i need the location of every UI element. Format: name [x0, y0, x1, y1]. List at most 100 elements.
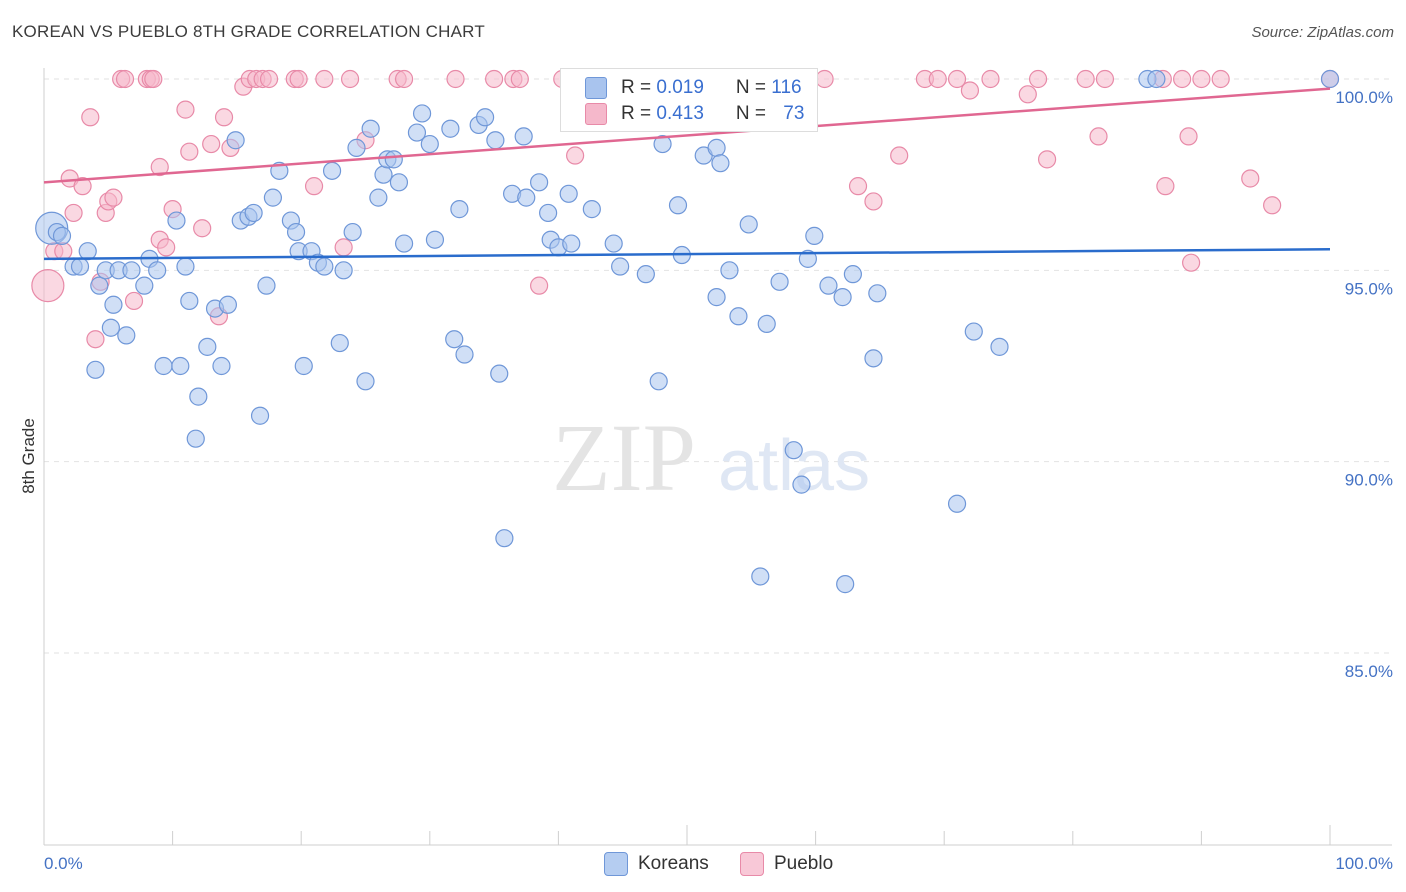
data-point [1037, 150, 1057, 169]
data-point [486, 131, 505, 150]
x-tick-label: 0.0% [44, 854, 83, 873]
data-point [757, 314, 776, 334]
data-point [668, 196, 688, 215]
data-point [792, 475, 811, 494]
data-point [180, 291, 199, 311]
koreans-r-value: 0.019 [656, 77, 704, 98]
watermark-atlas: atlas [718, 426, 870, 506]
data-point [611, 257, 630, 276]
data-point [928, 69, 947, 89]
data-point [510, 69, 529, 89]
data-point [729, 307, 748, 326]
chart-title: KOREAN VS PUEBLO 8TH GRADE CORRELATION C… [12, 22, 485, 41]
data-point [604, 234, 623, 253]
data-point [485, 69, 504, 89]
x-tick-labels: 0.0% 100.0% [44, 854, 1393, 873]
data-point [369, 188, 388, 207]
koreans-swatch [585, 77, 607, 99]
data-point [257, 276, 276, 295]
data-point [78, 242, 97, 261]
data-point [455, 345, 474, 364]
data-point [340, 69, 360, 89]
pueblo-r-value: 0.413 [656, 103, 704, 124]
data-point [1095, 69, 1115, 89]
data-point [1076, 69, 1095, 89]
data-point [653, 134, 672, 154]
data-point [1179, 127, 1198, 146]
data-point [739, 215, 758, 234]
data-point [990, 337, 1009, 356]
y-tick-labels: 85.0% 90.0% 95.0% 100.0% [1335, 88, 1393, 681]
data-point [836, 575, 855, 594]
y-tick-label: 85.0% [1345, 662, 1393, 681]
data-point [104, 188, 123, 207]
data-point [649, 372, 668, 391]
data-point [1156, 177, 1175, 196]
data-point [582, 200, 601, 219]
data-point [420, 134, 439, 154]
data-point [176, 257, 195, 276]
y-tick-label: 100.0% [1335, 88, 1393, 107]
data-point [1241, 169, 1260, 188]
data-point [86, 360, 105, 379]
data-point [890, 146, 909, 165]
data-point [226, 131, 245, 150]
data-point [115, 69, 135, 89]
y-axis-title: 8th Grade [19, 418, 38, 494]
data-point [189, 387, 208, 406]
data-point [322, 161, 342, 180]
data-point [186, 429, 205, 448]
data-point [1028, 69, 1048, 89]
data-point [1182, 253, 1201, 272]
data-point [343, 222, 362, 242]
legend-item-pueblo[interactable]: Pueblo [740, 852, 833, 876]
data-point [394, 69, 414, 89]
data-point [960, 81, 980, 100]
data-point [450, 200, 469, 219]
data-point [212, 356, 231, 376]
data-point [711, 154, 730, 173]
data-point [566, 146, 585, 165]
data-point [530, 173, 549, 192]
series-legend: Koreans Pueblo [0, 852, 1406, 878]
data-point [539, 203, 558, 223]
data-point [148, 261, 167, 280]
pueblo-trend-line [43, 87, 1331, 184]
data-point [124, 291, 144, 311]
data-point [73, 177, 92, 196]
data-point [964, 322, 983, 341]
koreans-legend-swatch [604, 852, 628, 876]
data-point [819, 276, 838, 295]
data-point [868, 284, 887, 303]
data-point [157, 238, 176, 257]
data-point [559, 184, 578, 203]
data-point [202, 134, 221, 154]
data-point [294, 356, 313, 376]
data-point [374, 165, 393, 184]
data-point [1263, 196, 1282, 215]
data-point [334, 261, 353, 280]
data-point [101, 318, 120, 337]
data-point [347, 138, 366, 157]
data-point [389, 173, 409, 192]
pueblo-legend-swatch [740, 852, 764, 876]
pueblo-legend-label: Pueblo [774, 853, 834, 874]
data-point [263, 188, 283, 207]
data-point [407, 123, 427, 142]
data-point [90, 276, 109, 295]
data-point [425, 230, 445, 249]
pueblo-swatch [585, 103, 607, 125]
data-point [947, 69, 967, 89]
legend-item-koreans[interactable]: Koreans [604, 852, 709, 876]
data-point [947, 494, 967, 513]
data-point [171, 356, 190, 376]
data-point [514, 127, 533, 146]
data-point [54, 242, 73, 261]
data-point [636, 265, 655, 284]
data-point [70, 257, 90, 276]
data-point [770, 272, 789, 291]
data-point [1173, 69, 1192, 89]
data-point [441, 119, 460, 138]
y-tick-label: 95.0% [1345, 279, 1393, 298]
data-point [495, 529, 514, 548]
